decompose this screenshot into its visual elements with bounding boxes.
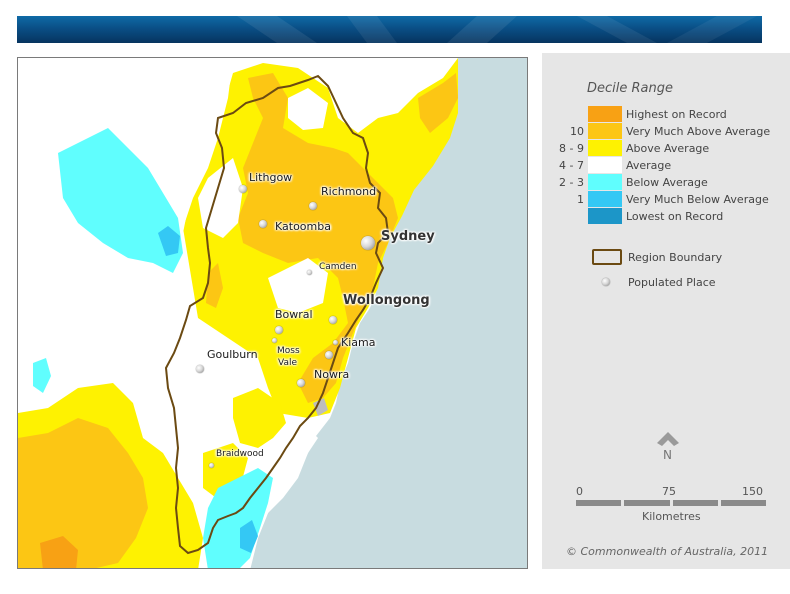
place-label-braidwood: Braidwood	[216, 449, 264, 459]
legend-row-lowest: Lowest on Record	[542, 208, 790, 225]
header-banner	[17, 16, 762, 43]
town-marker-nowra	[297, 379, 305, 387]
legend-panel: Decile Range Highest on Record 10 Very M…	[542, 53, 790, 569]
town-marker-lithgow	[239, 185, 247, 193]
legend-range: 8 - 9	[559, 142, 584, 155]
region-boundary	[164, 74, 390, 555]
legend-swatch-highest	[588, 106, 622, 122]
legend-label: Average	[626, 159, 672, 172]
legend-row-very-much-below: 1 Very Much Below Average	[542, 191, 790, 208]
scale-tick-150: 150	[742, 485, 763, 498]
north-arrow-icon	[657, 432, 679, 446]
legend-label: Below Average	[626, 176, 708, 189]
legend-row-very-much-above: 10 Very Much Above Average	[542, 123, 790, 140]
scale-unit: Kilometres	[642, 510, 701, 523]
region-boundary-label: Region Boundary	[628, 251, 723, 264]
legend-swatch-above	[588, 140, 622, 156]
town-marker-wollongong	[329, 316, 337, 324]
zone-below-average-nw	[58, 128, 183, 273]
town-marker-goulburn	[196, 365, 204, 373]
zone-very-much-above-ne	[418, 73, 458, 133]
place-label-katoomba: Katoomba	[275, 220, 331, 233]
town-marker-sydney	[361, 236, 375, 250]
place-label-goulburn: Goulburn	[207, 348, 258, 361]
zone-very-much-below-south	[240, 520, 258, 553]
legend-row-below: 2 - 3 Below Average	[542, 174, 790, 191]
legend-range: 10	[570, 125, 584, 138]
town-marker-kiama-coast	[325, 351, 333, 359]
scale-track	[576, 500, 766, 506]
north-label: N	[663, 448, 672, 462]
legend-label: Highest on Record	[626, 108, 727, 121]
banner-graphic	[237, 16, 757, 43]
zone-very-much-above-north	[238, 73, 398, 403]
legend-row-above: 8 - 9 Above Average	[542, 140, 790, 157]
place-label-sydney: Sydney	[381, 229, 435, 244]
place-label-moss: Moss	[277, 346, 300, 356]
town-marker-camden	[307, 270, 312, 275]
legend-label: Very Much Above Average	[626, 125, 771, 138]
place-label-lithgow: Lithgow	[249, 171, 293, 184]
town-marker-moss-vale	[272, 338, 277, 343]
legend-swatch-lowest	[588, 208, 622, 224]
zone-below-average-south	[203, 468, 273, 568]
zone-above-average-south	[233, 388, 286, 448]
place-label-richmond: Richmond	[321, 185, 377, 198]
copyright-notice: © Commonwealth of Australia, 2011	[566, 545, 769, 558]
scale-tick-75: 75	[662, 485, 676, 498]
legend-swatch-very-much-below	[588, 191, 622, 207]
populated-place-label: Populated Place	[628, 276, 716, 289]
town-marker-kiama	[333, 340, 338, 345]
place-label-camden: Camden	[319, 262, 357, 272]
zone-average-pocket-3	[268, 258, 328, 313]
place-label-kiama: Kiama	[341, 336, 376, 349]
legend-range: 1	[577, 193, 584, 206]
legend-range: 4 - 7	[559, 159, 584, 172]
scale-tick-0: 0	[576, 485, 583, 498]
zone-highest-record-sw	[40, 536, 78, 568]
scale-bar: 0 75 150 Kilometres	[576, 485, 766, 525]
place-label-vale: Vale	[278, 358, 298, 368]
legend-label: Very Much Below Average	[626, 193, 769, 206]
legend-range: 2 - 3	[559, 176, 584, 189]
legend-title: Decile Range	[587, 81, 673, 96]
town-marker-bowral	[275, 326, 283, 334]
legend-swatch-below	[588, 174, 622, 190]
zone-very-much-below-nw	[158, 226, 180, 256]
place-label-bowral: Bowral	[275, 308, 313, 321]
town-marker-braidwood	[209, 463, 214, 468]
zone-very-much-above-west-patch	[206, 263, 223, 308]
zone-below-average-west	[33, 358, 51, 393]
legend-row-highest: Highest on Record	[542, 106, 790, 123]
map-canvas	[18, 58, 527, 568]
legend-swatch-very-much-above	[588, 123, 622, 139]
town-marker-katoomba	[259, 220, 267, 228]
decile-map[interactable]: Lithgow Richmond Katoomba Sydney Camden …	[17, 57, 528, 569]
place-label-nowra: Nowra	[314, 368, 350, 381]
place-label-wollongong: Wollongong	[343, 293, 430, 308]
legend-label: Lowest on Record	[626, 210, 724, 223]
town-marker-richmond	[309, 202, 317, 210]
ocean	[250, 58, 527, 568]
zone-average-pocket-1	[288, 88, 328, 130]
legend-swatch-average	[588, 157, 622, 173]
zone-very-much-above-sw	[18, 418, 148, 568]
legend-label: Above Average	[626, 142, 710, 155]
region-boundary-swatch	[592, 249, 622, 265]
legend-row-average: 4 - 7 Average	[542, 157, 790, 174]
coast-island	[313, 398, 328, 416]
populated-place-icon	[602, 278, 610, 286]
